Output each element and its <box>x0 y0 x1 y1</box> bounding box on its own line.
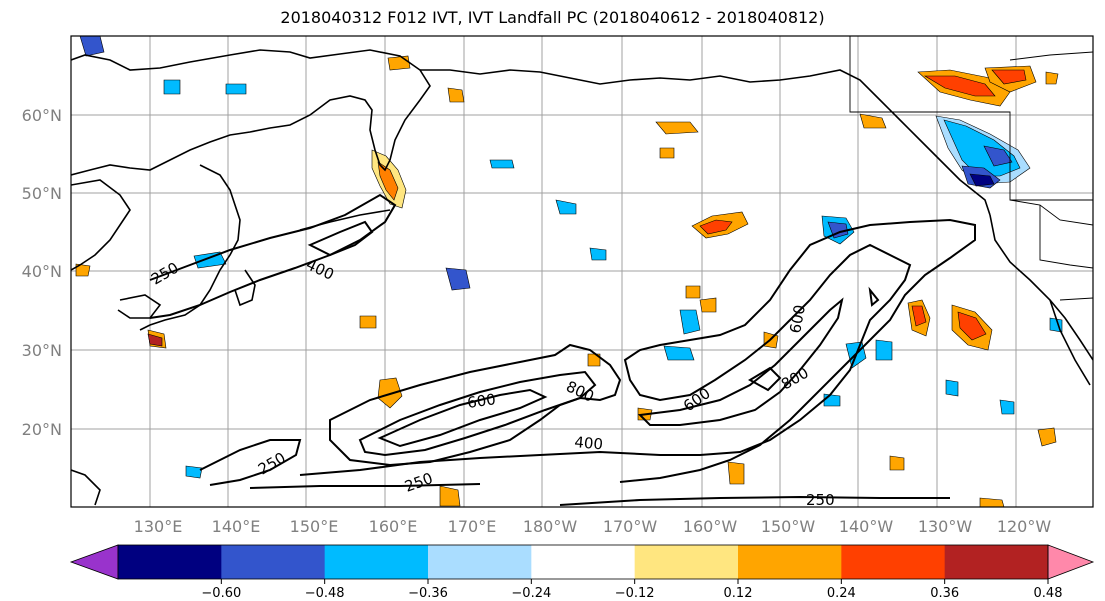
colorbar-tick-label: 0.48 <box>1034 586 1063 601</box>
latitude-label: 30°N <box>22 341 62 360</box>
longitude-label: 160°E <box>369 517 418 536</box>
ivt-contours <box>149 193 976 506</box>
contour-label: 600 <box>466 390 497 412</box>
longitude-label: 120°W <box>997 517 1052 536</box>
contour-label: 600 <box>786 303 809 334</box>
longitude-label: 170°E <box>448 517 497 536</box>
latitude-label: 40°N <box>22 262 62 281</box>
colorbar-tick-label: −0.48 <box>305 586 345 601</box>
colorbar-tick-label: 0.12 <box>724 586 753 601</box>
longitude-label: 170°W <box>603 517 658 536</box>
colorbar-tick-label: −0.12 <box>615 586 655 601</box>
colorbar-swatch <box>428 545 532 579</box>
longitude-labels: 130°E 140°E 150°E 160°E 170°E 180°W 170°W 160°W… <box>134 517 1052 536</box>
longitude-label: 140°W <box>839 517 894 536</box>
longitude-label: 140°E <box>212 517 261 536</box>
colorbar-frame <box>117 544 1049 580</box>
latitude-label: 50°N <box>22 184 62 203</box>
colorbar-swatch <box>634 545 739 579</box>
colorbar: −0.60 −0.48 −0.36 −0.24 −0.12 0.12 0.24 0.36 0.4… <box>69 544 1095 601</box>
longitude-label: 180°W <box>523 517 578 536</box>
longitude-label: 150°E <box>290 517 339 536</box>
colorbar-tick-label: 0.24 <box>827 586 856 601</box>
colorbar-extend-high <box>1047 544 1095 580</box>
contour-label: 400 <box>574 433 604 453</box>
latitude-label: 60°N <box>22 106 62 125</box>
colorbar-tick-label: −0.36 <box>408 586 448 601</box>
colorbar-swatch <box>531 545 636 579</box>
colorbar-swatch <box>118 545 222 579</box>
contour-label: 250 <box>806 491 835 509</box>
colorbar-tick-label: −0.24 <box>511 586 551 601</box>
colorbar-tick-label: −0.60 <box>201 586 241 601</box>
longitude-label: 160°W <box>683 517 738 536</box>
colorbar-tick-label: 0.36 <box>930 586 959 601</box>
borders <box>849 36 1093 301</box>
longitude-label: 150°W <box>761 517 816 536</box>
colorbar-swatch <box>841 545 946 579</box>
map-frame <box>70 35 1094 508</box>
longitude-label: 130°W <box>918 517 973 536</box>
coastlines <box>71 49 1093 506</box>
colorbar-swatch <box>221 545 326 579</box>
colorbar-swatch <box>944 545 1049 579</box>
longitude-label: 130°E <box>134 517 183 536</box>
map-title: 2018040312 F012 IVT, IVT Landfall PC (20… <box>280 8 825 27</box>
latitude-label: 20°N <box>22 420 62 439</box>
latitude-labels: 60°N 50°N 40°N 30°N 20°N <box>22 106 62 439</box>
colorbar-swatch <box>738 545 842 579</box>
colorbar-swatch <box>324 545 429 579</box>
colorbar-extend-low <box>69 544 119 580</box>
